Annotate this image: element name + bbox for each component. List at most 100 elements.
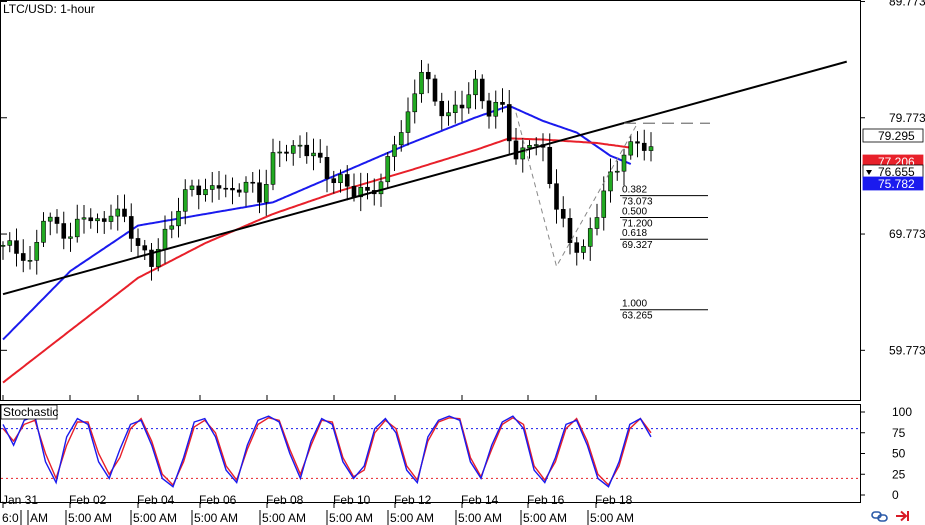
candle-body	[189, 185, 195, 190]
candle-body	[47, 216, 53, 222]
candle-body	[41, 220, 46, 243]
stochastic-tick-label: 25	[892, 467, 906, 481]
candle-body	[581, 246, 586, 253]
candle-body	[284, 151, 289, 154]
candle-body	[176, 210, 181, 227]
time-label: 5:00 AM	[329, 511, 373, 525]
candle-body	[452, 104, 458, 114]
candle-body	[479, 78, 485, 102]
fib-ratio-label: 0.618	[622, 228, 647, 239]
candle-body	[122, 208, 127, 217]
candle-body	[554, 183, 559, 210]
candle-body	[574, 242, 580, 253]
candle-body	[14, 240, 19, 254]
time-label: 5:00 AM	[590, 511, 634, 525]
candle-body	[61, 223, 67, 239]
candle-body	[81, 217, 87, 220]
candle-body	[587, 228, 593, 247]
candle-body	[614, 170, 620, 173]
stochastic-tick-label: 100	[892, 405, 912, 419]
date-tick-marks	[2, 395, 597, 508]
candle-body	[331, 178, 337, 184]
chart-title: LTC/USD: 1-hour	[3, 2, 95, 16]
panel-frames	[0, 0, 861, 503]
candle-body	[547, 146, 553, 184]
candle-body	[317, 152, 323, 158]
main-panel-frame	[0, 0, 861, 401]
candle-body	[385, 156, 391, 183]
candle-body	[594, 217, 600, 229]
stochastic-tick-label: 0	[892, 488, 899, 502]
candle-body	[135, 238, 141, 246]
candle-body	[7, 240, 13, 246]
stochastic-label: Stochastic	[3, 405, 58, 419]
stochastic-panel-frame	[0, 404, 861, 503]
fib-price-label: 71.200	[622, 218, 653, 229]
stochastic-oscillator: 100 75 50 25 0	[1, 405, 912, 502]
candle-body	[513, 140, 519, 160]
candle-body	[533, 144, 539, 146]
date-label: Feb 06	[199, 493, 237, 507]
candle-body	[257, 182, 262, 203]
candle-body	[270, 152, 276, 185]
candle-body	[425, 71, 431, 80]
time-axis: Jan 31 Feb 02 Feb 04 Feb 06 Feb 08 Feb 10 Feb …	[2, 493, 634, 525]
candle-body	[74, 218, 80, 238]
candle-body	[560, 209, 566, 219]
candle-body	[297, 144, 303, 147]
candle-body	[27, 259, 33, 262]
fib-price-label: 69.327	[622, 240, 653, 251]
candle-body	[432, 78, 438, 102]
candle-body	[149, 249, 154, 267]
candle-body	[358, 186, 364, 198]
price-tick-label: 69.773	[889, 227, 925, 241]
link-icon[interactable]	[871, 511, 888, 522]
candle-body	[628, 141, 634, 156]
date-label: Feb 04	[137, 493, 175, 507]
candle-body	[95, 218, 100, 222]
date-label: Feb 16	[527, 493, 565, 507]
candle-body	[236, 189, 242, 193]
candle-body	[128, 216, 134, 239]
time-label: 5:00 AM	[68, 511, 112, 525]
candle-body	[500, 101, 505, 105]
price-down-marker-icon	[866, 170, 872, 175]
date-label: Feb 08	[266, 493, 304, 507]
time-label: 5:00 AM	[262, 511, 306, 525]
candle-body	[34, 242, 40, 261]
candle-body	[54, 216, 60, 224]
candle-body	[250, 181, 256, 184]
trendline	[2, 60, 848, 296]
candle-body	[155, 248, 161, 267]
candle-body	[311, 152, 316, 157]
candle-body	[446, 112, 451, 117]
candle-body	[567, 218, 573, 243]
candle-body	[601, 190, 607, 218]
candle-body	[635, 141, 640, 144]
date-label: Feb 12	[394, 493, 432, 507]
price-axis: 89.773 79.773 69.773 59.773	[1, 0, 925, 357]
price-badge-label: 76.655	[878, 165, 915, 179]
time-label: 6:0	[2, 511, 19, 525]
moving-average-line-1	[2, 104, 632, 341]
arrow-right-icon[interactable]	[896, 510, 909, 522]
candle-body	[203, 189, 208, 196]
fib-price-label: 63.265	[622, 311, 653, 322]
candle-body	[209, 185, 215, 190]
fib-ratio-label: 0.500	[622, 206, 647, 217]
date-label: Feb 18	[595, 493, 633, 507]
candle-body	[473, 78, 478, 96]
candle-body	[486, 100, 492, 117]
candle-body	[324, 157, 330, 179]
candle-body	[459, 104, 465, 109]
candle-body	[398, 132, 404, 146]
candle-body	[378, 181, 384, 195]
candle-body	[338, 174, 343, 184]
candle-body	[68, 236, 73, 239]
candle-body	[365, 186, 370, 191]
candle-body	[648, 146, 654, 151]
candle-body	[108, 215, 114, 222]
